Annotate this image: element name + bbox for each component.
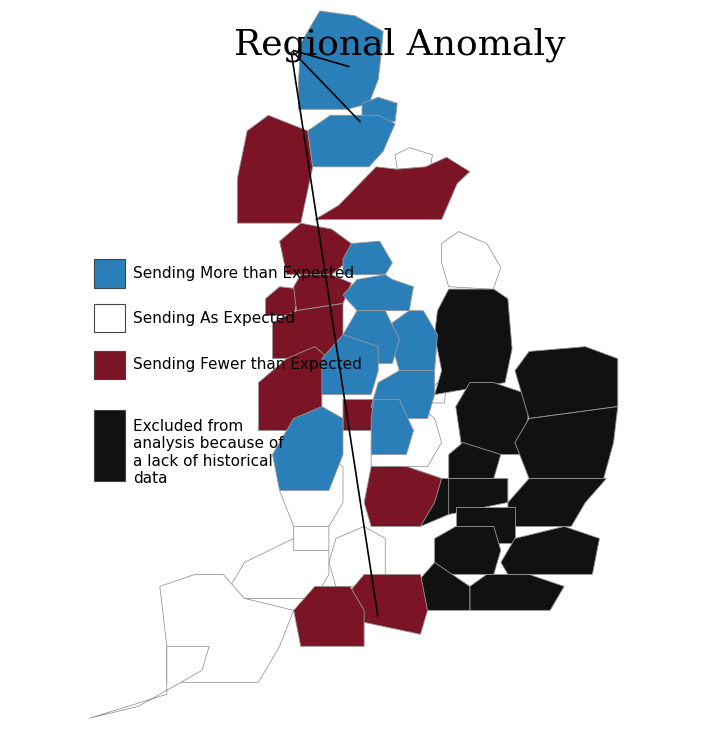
Text: Sending Fewer than Expected: Sending Fewer than Expected (133, 357, 362, 372)
Polygon shape (315, 157, 470, 219)
Polygon shape (362, 97, 397, 124)
Polygon shape (329, 527, 385, 586)
Polygon shape (272, 304, 343, 359)
Polygon shape (258, 347, 343, 430)
Polygon shape (442, 478, 508, 515)
Polygon shape (392, 310, 437, 371)
Polygon shape (427, 383, 447, 403)
Polygon shape (435, 289, 512, 395)
Polygon shape (343, 399, 374, 430)
Polygon shape (272, 407, 343, 490)
Polygon shape (280, 223, 351, 275)
Polygon shape (265, 286, 300, 316)
Polygon shape (501, 527, 599, 574)
Polygon shape (350, 574, 427, 634)
Text: Regional Anomaly: Regional Anomaly (234, 28, 566, 62)
Polygon shape (371, 407, 442, 466)
Polygon shape (308, 116, 395, 167)
Polygon shape (90, 646, 209, 718)
Polygon shape (414, 562, 470, 610)
Polygon shape (343, 275, 414, 310)
Polygon shape (298, 11, 383, 109)
Bar (94, 260, 125, 287)
Polygon shape (230, 539, 329, 598)
Polygon shape (294, 586, 364, 646)
Polygon shape (456, 383, 529, 454)
Polygon shape (371, 371, 435, 419)
Polygon shape (470, 574, 564, 610)
Polygon shape (371, 399, 414, 454)
Polygon shape (237, 116, 313, 223)
Bar (94, 410, 125, 480)
Polygon shape (515, 347, 618, 419)
Polygon shape (508, 478, 607, 527)
Polygon shape (322, 335, 379, 395)
Polygon shape (442, 231, 501, 292)
Bar (94, 304, 125, 332)
Text: Sending More than Expected: Sending More than Expected (133, 266, 354, 281)
Polygon shape (449, 442, 501, 478)
Polygon shape (294, 275, 351, 310)
Polygon shape (435, 527, 501, 574)
Bar (94, 351, 125, 379)
Polygon shape (364, 466, 442, 527)
Polygon shape (407, 466, 449, 527)
Polygon shape (456, 507, 515, 543)
Polygon shape (294, 515, 329, 551)
Polygon shape (343, 310, 399, 363)
Polygon shape (343, 241, 392, 275)
Text: Sending As Expected: Sending As Expected (133, 310, 295, 325)
Polygon shape (515, 407, 618, 478)
Polygon shape (395, 148, 432, 169)
Polygon shape (160, 574, 294, 683)
Text: Excluded from
analysis because of
a lack of historical
data: Excluded from analysis because of a lack… (133, 419, 284, 486)
Polygon shape (280, 454, 343, 527)
